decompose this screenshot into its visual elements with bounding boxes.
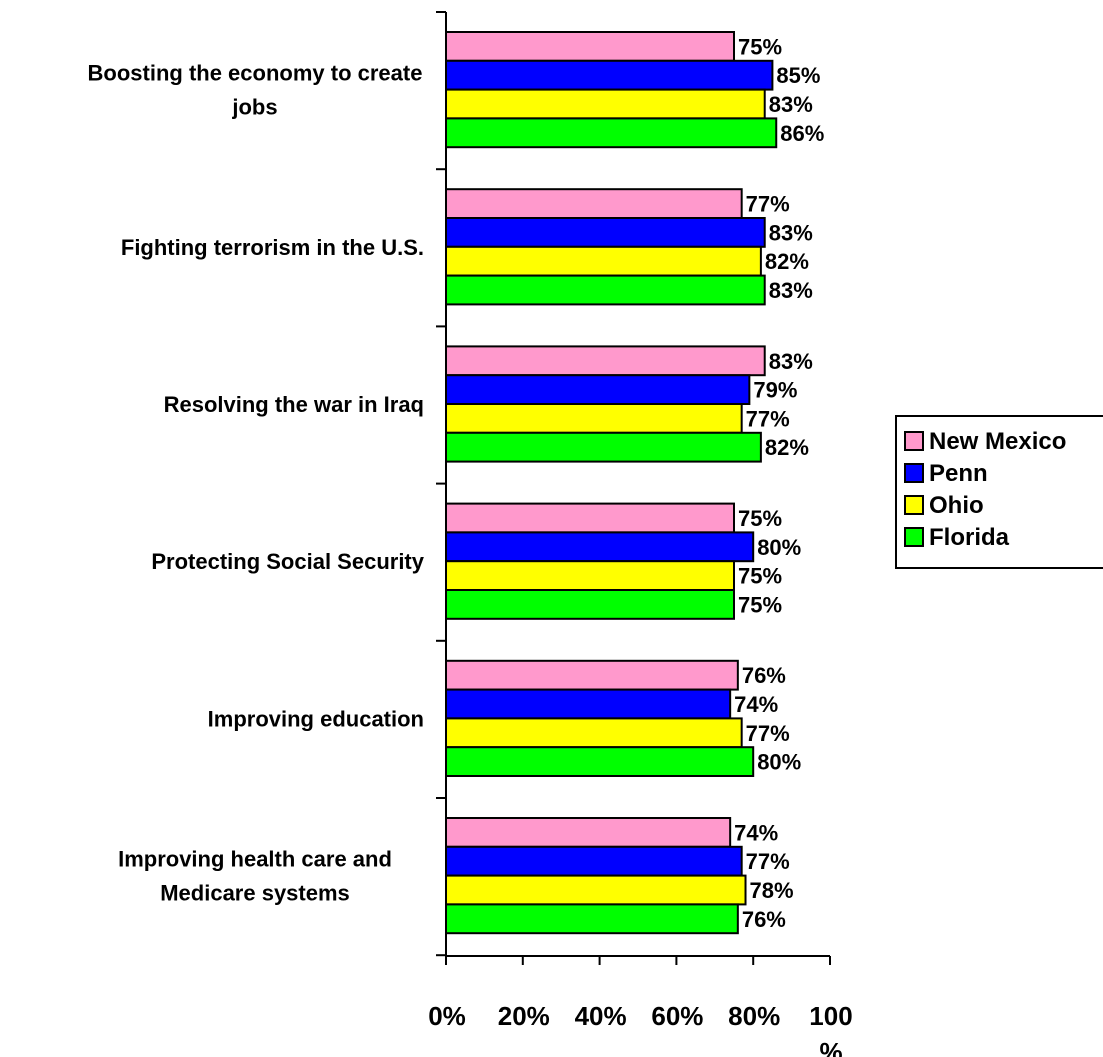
category-label: Resolving the war in Iraq [164,392,424,417]
data-label: 83% [769,349,813,374]
data-label: 77% [746,721,790,746]
bar-florida-1 [445,117,778,149]
bar-new-mexico-4 [445,502,735,534]
data-label: 75% [738,592,782,617]
data-label: 76% [742,663,786,688]
bar-florida-4 [445,589,735,620]
bars-layer [445,31,778,935]
legend: New Mexico Penn Ohio Florida [895,415,1103,569]
legend-swatch-ohio [904,495,924,515]
x-tick-label: 80% [728,1001,780,1031]
data-label: 77% [746,406,790,431]
labels-layer: 75% 85% 83% 86% Boosting the economy to crea… [88,34,825,931]
data-label: 80% [757,535,801,560]
bar-new-mexico-2 [445,188,743,219]
x-tick-label: 40% [575,1001,627,1031]
category-label: Boosting the economy to create jobs [88,61,423,120]
x-tick-label: 20% [498,1001,550,1031]
bar-new-mexico-5 [445,659,739,691]
category-label: Improving health care and Medicare system… [118,847,392,906]
data-label: 83% [769,92,813,117]
legend-label: Ohio [929,492,984,519]
data-label: 77% [746,192,790,217]
bar-penn-2 [445,217,766,248]
data-label: 82% [765,435,809,460]
legend-box [895,415,1103,569]
data-label: 75% [738,34,782,59]
bar-new-mexico-3 [445,345,766,377]
data-label: 74% [734,692,778,717]
data-label: 82% [765,249,809,274]
bar-penn-4 [445,531,755,563]
bar-penn-3 [445,374,751,406]
bar-new-mexico-6 [445,817,732,848]
data-label: 75% [738,564,782,589]
category-label: Fighting terrorism in the U.S. [121,235,424,260]
x-tick-label: 100% [809,1001,852,1057]
bar-ohio-4 [445,560,735,592]
bar-florida-2 [445,274,766,306]
x-tick-label: 60% [651,1001,703,1031]
bar-ohio-2 [445,245,762,277]
legend-swatch-florida [904,527,924,547]
data-label: 79% [753,378,797,403]
data-label: 83% [769,220,813,245]
data-label: 75% [738,506,782,531]
bar-new-mexico-1 [445,31,735,62]
bar-penn-5 [445,688,732,720]
legend-swatch-penn [904,463,924,483]
axes: 0% 20% 40% 60% 80% 100% [428,11,853,1057]
data-label: 78% [750,878,794,903]
data-label: 83% [769,278,813,303]
data-label: 80% [757,750,801,775]
data-label: 74% [734,820,778,845]
bar-ohio-6 [445,874,747,906]
bar-florida-5 [445,746,755,778]
data-label: 76% [742,907,786,932]
legend-label: Florida [929,524,1010,551]
x-tick-label: 0% [428,1001,466,1031]
category-label: Protecting Social Security [151,549,424,574]
bar-ohio-5 [445,717,743,749]
bar-florida-6 [445,903,739,935]
bar-penn-1 [445,59,774,91]
data-label: 86% [780,121,824,146]
bar-ohio-1 [445,88,766,120]
data-label: 77% [746,849,790,874]
bar-ohio-3 [445,403,743,434]
legend-swatch-new-mexico [904,431,924,451]
bar-penn-6 [445,845,743,877]
data-label: 85% [776,63,820,88]
bar-florida-3 [445,431,762,463]
legend-label: New Mexico [929,428,1066,455]
legend-label: Penn [929,460,988,487]
category-label: Improving education [208,706,424,731]
